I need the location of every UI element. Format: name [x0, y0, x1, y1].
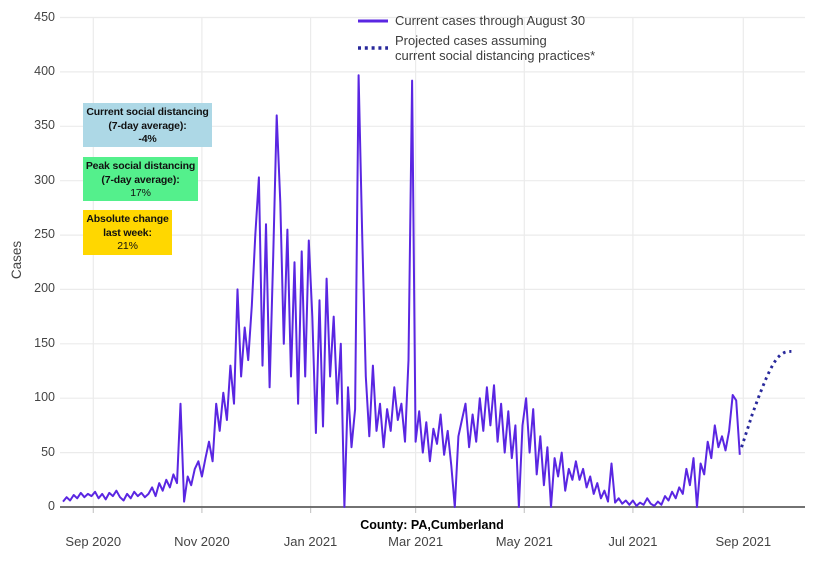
annotation-line1: Absolute change: [86, 213, 169, 225]
annotation-line1: Peak social distancing: [85, 160, 196, 172]
legend-item-projected-cases[interactable]: Projected cases assuming current social …: [358, 33, 595, 63]
series-line-dotted: [740, 349, 792, 448]
series-line-solid: [62, 74, 741, 508]
y-tick-label: 50: [41, 444, 55, 459]
y-tick-label: 0: [48, 499, 55, 513]
legend-label: Current cases through August 30: [395, 13, 586, 28]
annotation-current-social-distancing: Current social distancing (7-day average…: [83, 103, 212, 147]
x-tick-label: May 2021: [495, 534, 553, 549]
x-axis-title: County: PA,Cumberland: [360, 518, 504, 532]
y-tick-label: 200: [34, 281, 55, 296]
annotation-value: 21%: [117, 240, 138, 252]
annotation-line2: last week:: [103, 226, 152, 239]
legend-label-line1: Projected cases assuming: [395, 33, 547, 48]
y-tick-label: 450: [34, 9, 55, 24]
y-tick-label: 100: [34, 390, 55, 405]
legend-item-current-cases[interactable]: Current cases through August 30: [358, 13, 595, 28]
x-tick-label: Nov 2020: [174, 534, 230, 549]
y-axis-title: Cases: [9, 240, 24, 280]
y-tick-label: 250: [34, 227, 55, 242]
x-tick-label: Jan 2021: [283, 534, 338, 549]
annotation-line2: (7-day average):: [101, 173, 180, 186]
y-tick-label: 150: [34, 335, 55, 350]
x-tick-label: Sep 2021: [715, 534, 772, 549]
annotation-absolute-change: Absolute change last week: 21%: [83, 210, 172, 255]
legend: Current cases through August 30 Projecte…: [358, 13, 595, 68]
x-tick-label: Mar 2021: [388, 534, 444, 549]
annotation-value: 17%: [130, 187, 151, 199]
legend-label: Projected cases assuming current social …: [395, 33, 595, 63]
y-tick-label: 400: [34, 63, 55, 78]
annotation-value: -4%: [138, 133, 157, 145]
annotation-line2: (7-day average):: [108, 119, 187, 132]
dotted-line-swatch-icon: [358, 46, 388, 50]
annotation-peak-social-distancing: Peak social distancing (7-day average): …: [83, 157, 198, 201]
y-tick-label: 350: [34, 118, 55, 133]
solid-line-swatch-icon: [358, 19, 388, 22]
x-tick-label: Jul 2021: [608, 534, 658, 549]
legend-label-line2: current social distancing practices*: [395, 48, 596, 63]
annotation-line1: Current social distancing: [86, 106, 209, 118]
x-tick-label: Sep 2020: [65, 534, 122, 549]
y-tick-label: 300: [34, 172, 55, 187]
